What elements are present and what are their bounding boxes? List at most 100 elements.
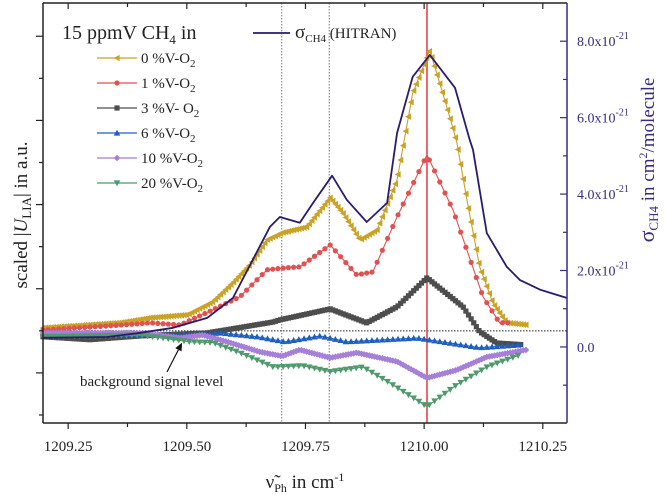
data-point-marker [426, 336, 433, 343]
data-point-marker [279, 338, 287, 345]
legend-label-main: 1 %V-O [141, 76, 190, 92]
data-point-marker [204, 332, 211, 340]
data-point-marker [374, 314, 380, 320]
data-point-marker [420, 402, 428, 409]
data-point-marker [290, 226, 297, 234]
data-point-marker [353, 271, 359, 277]
data-point-marker [146, 314, 153, 322]
data-point-marker [324, 197, 331, 205]
data-point-marker [379, 247, 385, 253]
legend-label-main: σ [295, 22, 305, 43]
legend-item-6: σCH4 (HITRAN) [253, 22, 396, 45]
data-point-marker [123, 322, 130, 328]
data-point-marker [512, 320, 519, 328]
data-point-marker [475, 259, 482, 267]
data-point-marker [329, 197, 336, 205]
data-point-marker [251, 346, 258, 354]
data-point-marker [379, 336, 386, 343]
data-point-marker [499, 320, 506, 326]
tick-base: 8.0x10 [577, 35, 616, 50]
data-point-marker [311, 333, 318, 340]
y-right-label-rest: in cm [638, 158, 659, 206]
data-point-marker [178, 331, 184, 337]
data-point-marker [483, 343, 491, 350]
data-point-marker [311, 253, 318, 259]
data-point-marker [316, 207, 323, 215]
data-point-marker [180, 311, 187, 319]
legend-label-sub: 2 [190, 83, 196, 95]
data-point-marker [295, 225, 302, 233]
data-point-marker [116, 334, 122, 341]
y-right-tick-label: 2.0x10-21 [577, 261, 629, 280]
data-point-marker [465, 205, 472, 212]
data-point-marker [227, 339, 235, 347]
data-point-marker [248, 355, 256, 362]
data-point-marker [363, 366, 371, 373]
data-point-marker [291, 314, 297, 320]
data-point-marker [222, 330, 230, 337]
data-point-marker [480, 354, 488, 362]
data-point-marker [165, 313, 171, 320]
legend-label: 3 %V- O2 [141, 101, 199, 120]
data-point-marker [499, 358, 506, 365]
data-point-marker [258, 334, 266, 341]
data-point-marker [439, 370, 446, 378]
data-point-marker [475, 357, 483, 364]
series-layer [39, 48, 568, 409]
data-point-marker [87, 337, 93, 343]
data-point-marker [437, 179, 443, 185]
data-point-marker [257, 321, 263, 327]
data-point-marker [332, 308, 338, 314]
data-point-marker [326, 334, 334, 341]
data-point-marker [191, 315, 198, 321]
data-point-marker [398, 300, 404, 306]
data-point-marker [426, 277, 432, 283]
data-point-marker [280, 316, 286, 322]
data-point-marker [358, 318, 365, 324]
legend-marker [113, 154, 121, 162]
data-point-marker [373, 336, 381, 343]
data-point-marker [507, 341, 513, 347]
data-point-marker [319, 308, 325, 314]
legend-label-sub: 2 [190, 58, 196, 70]
data-point-marker [410, 395, 417, 402]
data-point-marker [421, 158, 427, 164]
data-point-marker [454, 146, 461, 153]
data-point-marker [141, 315, 148, 322]
data-point-marker [446, 386, 454, 393]
data-point-marker [462, 190, 469, 198]
data-point-marker [377, 313, 383, 319]
data-point-marker [86, 333, 94, 340]
data-point-marker [217, 329, 224, 336]
y-left-label-symbol: U [11, 217, 32, 232]
data-point-marker [492, 339, 498, 345]
data-point-marker [371, 316, 378, 322]
data-point-marker [433, 71, 440, 79]
data-point-marker [95, 336, 101, 342]
legend-heading-pre: 15 ppmV CH [62, 22, 169, 44]
data-point-marker [384, 378, 391, 385]
data-point-marker [386, 193, 393, 201]
data-point-marker [298, 312, 305, 318]
data-point-marker [100, 336, 106, 342]
data-point-marker [352, 365, 360, 372]
data-point-marker [274, 364, 282, 371]
data-point-marker [249, 282, 255, 288]
data-point-marker [446, 115, 453, 123]
tick-exponent: -21 [616, 184, 629, 195]
data-point-marker [369, 317, 375, 323]
data-point-marker [282, 228, 289, 236]
data-point-marker [454, 366, 462, 373]
data-point-marker [251, 322, 258, 328]
data-point-marker [235, 273, 242, 280]
data-point-marker [514, 352, 522, 359]
data-point-marker [356, 317, 362, 323]
data-point-marker [144, 320, 151, 326]
data-point-marker [339, 210, 346, 217]
data-point-marker [505, 320, 511, 326]
data-point-marker [334, 203, 341, 211]
data-point-marker [445, 291, 451, 298]
data-point-marker [316, 366, 324, 373]
data-point-marker [264, 267, 271, 273]
